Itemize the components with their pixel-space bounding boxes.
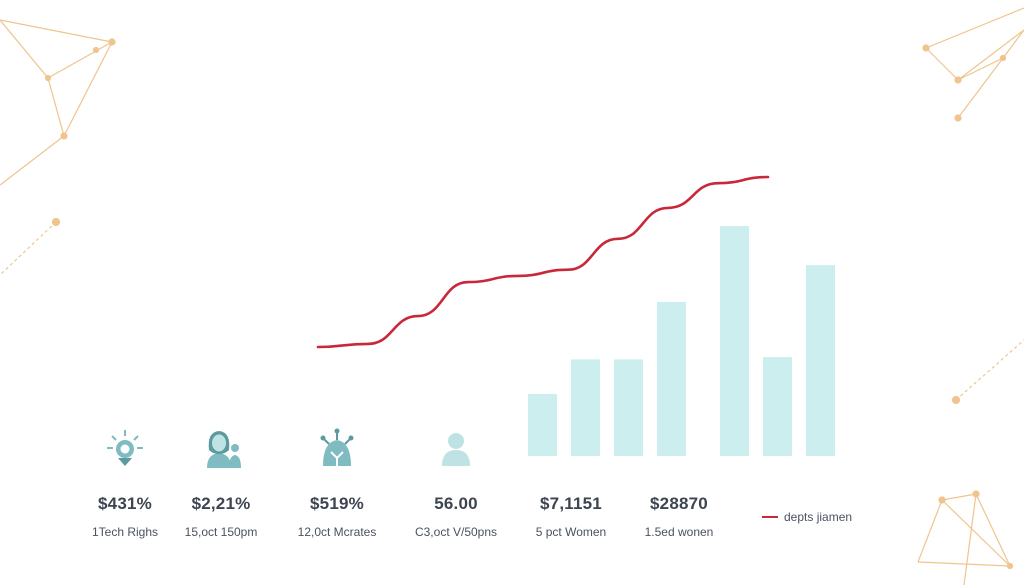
stat-label: 1Tech Righs	[91, 525, 159, 539]
stat-item: $431% 1Tech Righs	[60, 428, 190, 539]
stat-item: $7,1151 5 pct Women	[506, 428, 636, 539]
stat-item: $2,21% 15,oct 150pm	[156, 428, 286, 539]
bar	[657, 301, 686, 456]
stat-item: $28870 1.5ed wonen	[614, 428, 744, 539]
stat-value: $28870	[650, 494, 708, 513]
circuit-icon	[320, 428, 354, 466]
decorative-network-top-right	[922, 7, 1024, 122]
bar	[763, 357, 792, 456]
decorative-network-bottom-right	[917, 490, 1014, 585]
stat-value: 56.00	[434, 494, 478, 513]
stat-item: $519% 12,0ct Mcrates	[272, 428, 402, 539]
stat-item: 56.00 C3,oct V/50pns	[391, 428, 521, 539]
legend-label: depts jiamen	[784, 510, 853, 524]
bar-series	[528, 226, 835, 456]
stat-label: C3,oct V/50pns	[414, 525, 498, 539]
bar	[806, 265, 835, 456]
decorative-network-top-left	[0, 19, 116, 276]
stat-label: 5 pct Women	[535, 525, 607, 539]
stat-label: 1.5ed wonen	[644, 525, 714, 539]
stat-value: $7,1151	[540, 494, 602, 513]
bar	[528, 393, 557, 456]
chart-legend: depts jiamen	[762, 510, 852, 524]
stat-value: $431%	[98, 494, 152, 513]
decorative-network-right-mid	[951, 339, 1024, 405]
stat-icon-placeholder	[551, 428, 591, 468]
stat-icon-placeholder	[659, 428, 699, 468]
lightbulb-icon	[107, 430, 143, 466]
stat-value: $519%	[310, 494, 364, 513]
bar	[571, 359, 600, 456]
person-icon	[442, 433, 470, 466]
bar	[614, 359, 643, 456]
legend-line-swatch	[762, 516, 778, 518]
trend-line-series	[316, 175, 770, 349]
woman-icon	[207, 431, 241, 468]
stat-value: $2,21%	[191, 494, 251, 513]
stat-label: 12,0ct Mcrates	[297, 525, 377, 539]
bar	[720, 226, 749, 456]
stat-label: 15,oct 150pm	[184, 525, 258, 539]
